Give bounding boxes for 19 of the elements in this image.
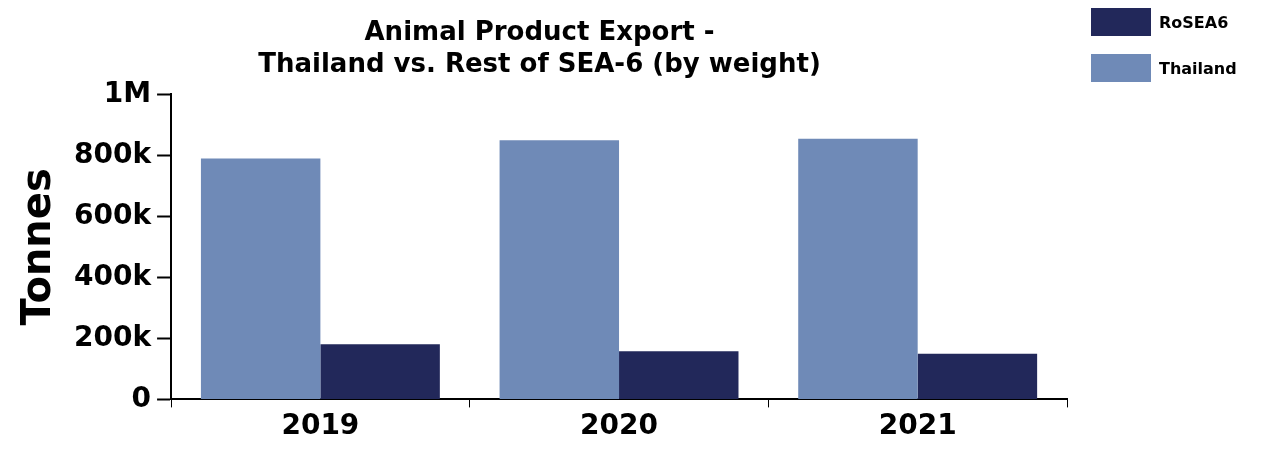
y-tick-label: 800k (73, 136, 153, 170)
y-tick-label: 0 (131, 380, 152, 414)
bar (619, 351, 739, 399)
x-tick-label: 2019 (281, 408, 360, 442)
x-tick-label: 2020 (580, 408, 658, 442)
bar (320, 344, 440, 399)
y-tick-label: 1M (103, 75, 152, 109)
bar (917, 353, 1038, 399)
y-tick-label: 200k (73, 319, 153, 353)
legend-label: RoSEA6 (1159, 12, 1230, 32)
bar (200, 158, 321, 399)
bar (798, 138, 918, 399)
y-axis-title: Tonnes (13, 168, 60, 326)
y-tick-label: 400k (73, 258, 153, 292)
x-tick-label: 2021 (878, 408, 957, 442)
chart-title: Animal Product Export - Thailand vs. Rest of SEA-6 (by weight) (258, 16, 821, 78)
legend-label: Thailand (1159, 58, 1238, 78)
bar (499, 140, 620, 399)
y-tick-label: 600k (73, 197, 153, 231)
